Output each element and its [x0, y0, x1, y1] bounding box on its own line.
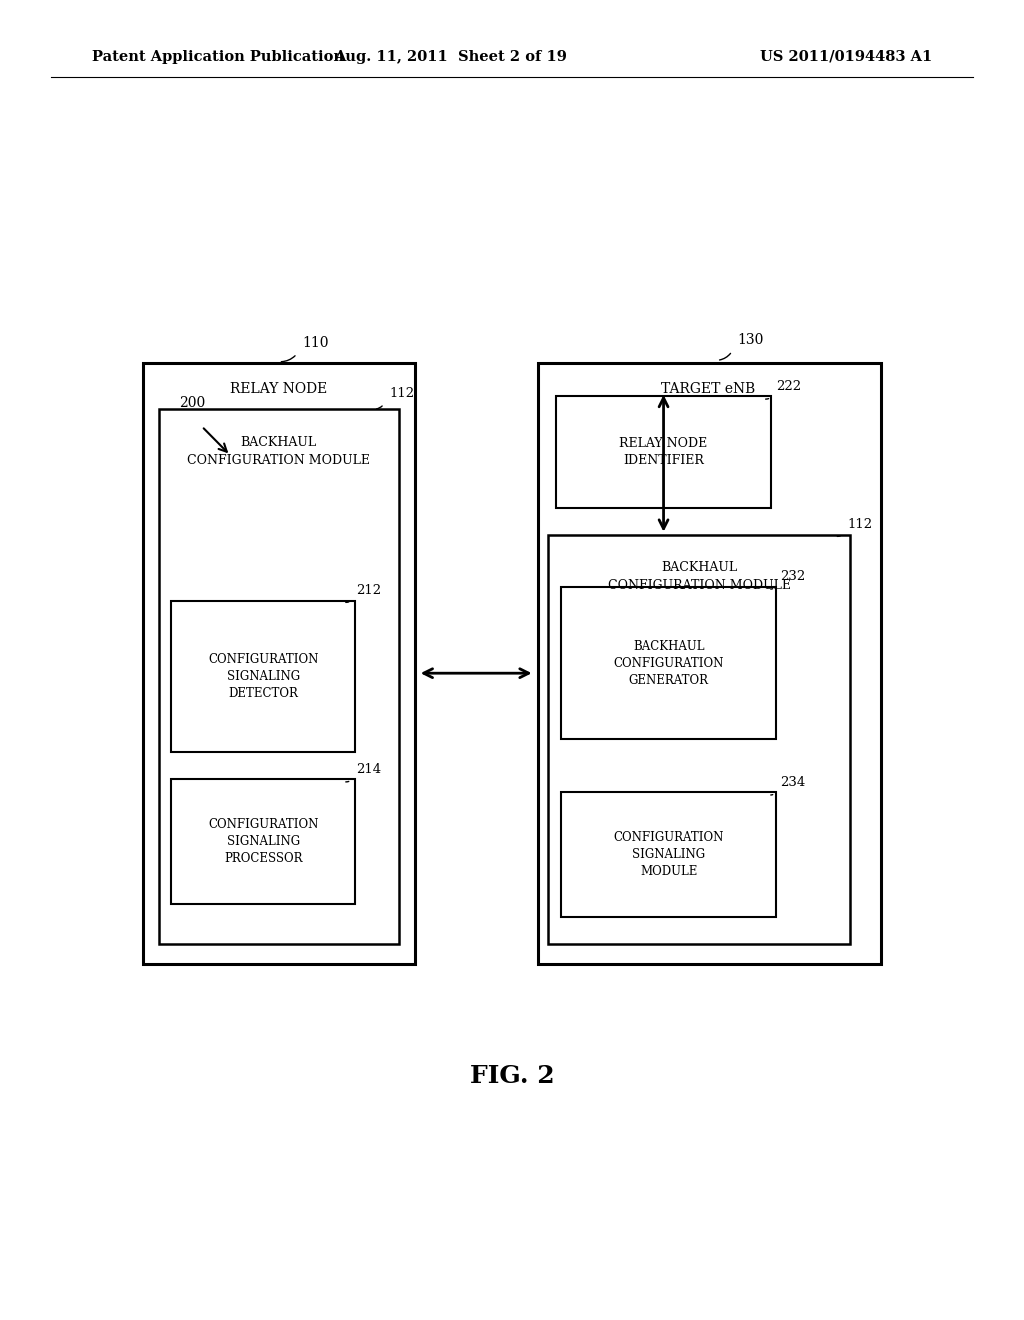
Bar	[556, 396, 771, 508]
Text: BACKHAUL
CONFIGURATION MODULE: BACKHAUL CONFIGURATION MODULE	[187, 436, 370, 466]
Text: US 2011/0194483 A1: US 2011/0194483 A1	[760, 50, 932, 63]
Bar	[561, 792, 776, 917]
Bar	[143, 363, 415, 964]
Text: TARGET eNB: TARGET eNB	[662, 383, 756, 396]
Text: CONFIGURATION
SIGNALING
DETECTOR: CONFIGURATION SIGNALING DETECTOR	[208, 653, 318, 700]
Bar	[538, 363, 881, 964]
Text: 214: 214	[356, 763, 382, 776]
Text: 200: 200	[179, 396, 206, 409]
Text: 212: 212	[356, 583, 382, 597]
Bar	[171, 779, 355, 904]
Bar	[548, 535, 850, 944]
Bar	[171, 601, 355, 752]
Text: 130: 130	[737, 333, 764, 347]
Text: BACKHAUL
CONFIGURATION MODULE: BACKHAUL CONFIGURATION MODULE	[608, 561, 791, 591]
Text: FIG. 2: FIG. 2	[470, 1064, 554, 1088]
Text: CONFIGURATION
SIGNALING
PROCESSOR: CONFIGURATION SIGNALING PROCESSOR	[208, 818, 318, 865]
Text: BACKHAUL
CONFIGURATION
GENERATOR: BACKHAUL CONFIGURATION GENERATOR	[613, 640, 724, 686]
Text: 234: 234	[780, 776, 806, 789]
Text: Patent Application Publication: Patent Application Publication	[92, 50, 344, 63]
Text: Aug. 11, 2011  Sheet 2 of 19: Aug. 11, 2011 Sheet 2 of 19	[334, 50, 567, 63]
Bar	[159, 409, 399, 944]
Text: 112: 112	[389, 387, 415, 400]
Bar	[561, 587, 776, 739]
Text: 112: 112	[848, 517, 873, 531]
Text: CONFIGURATION
SIGNALING
MODULE: CONFIGURATION SIGNALING MODULE	[613, 832, 724, 878]
Text: 110: 110	[302, 335, 329, 350]
Text: 222: 222	[776, 380, 802, 393]
Text: RELAY NODE
IDENTIFIER: RELAY NODE IDENTIFIER	[620, 437, 708, 467]
Text: RELAY NODE: RELAY NODE	[230, 383, 327, 396]
Text: 232: 232	[780, 570, 806, 583]
